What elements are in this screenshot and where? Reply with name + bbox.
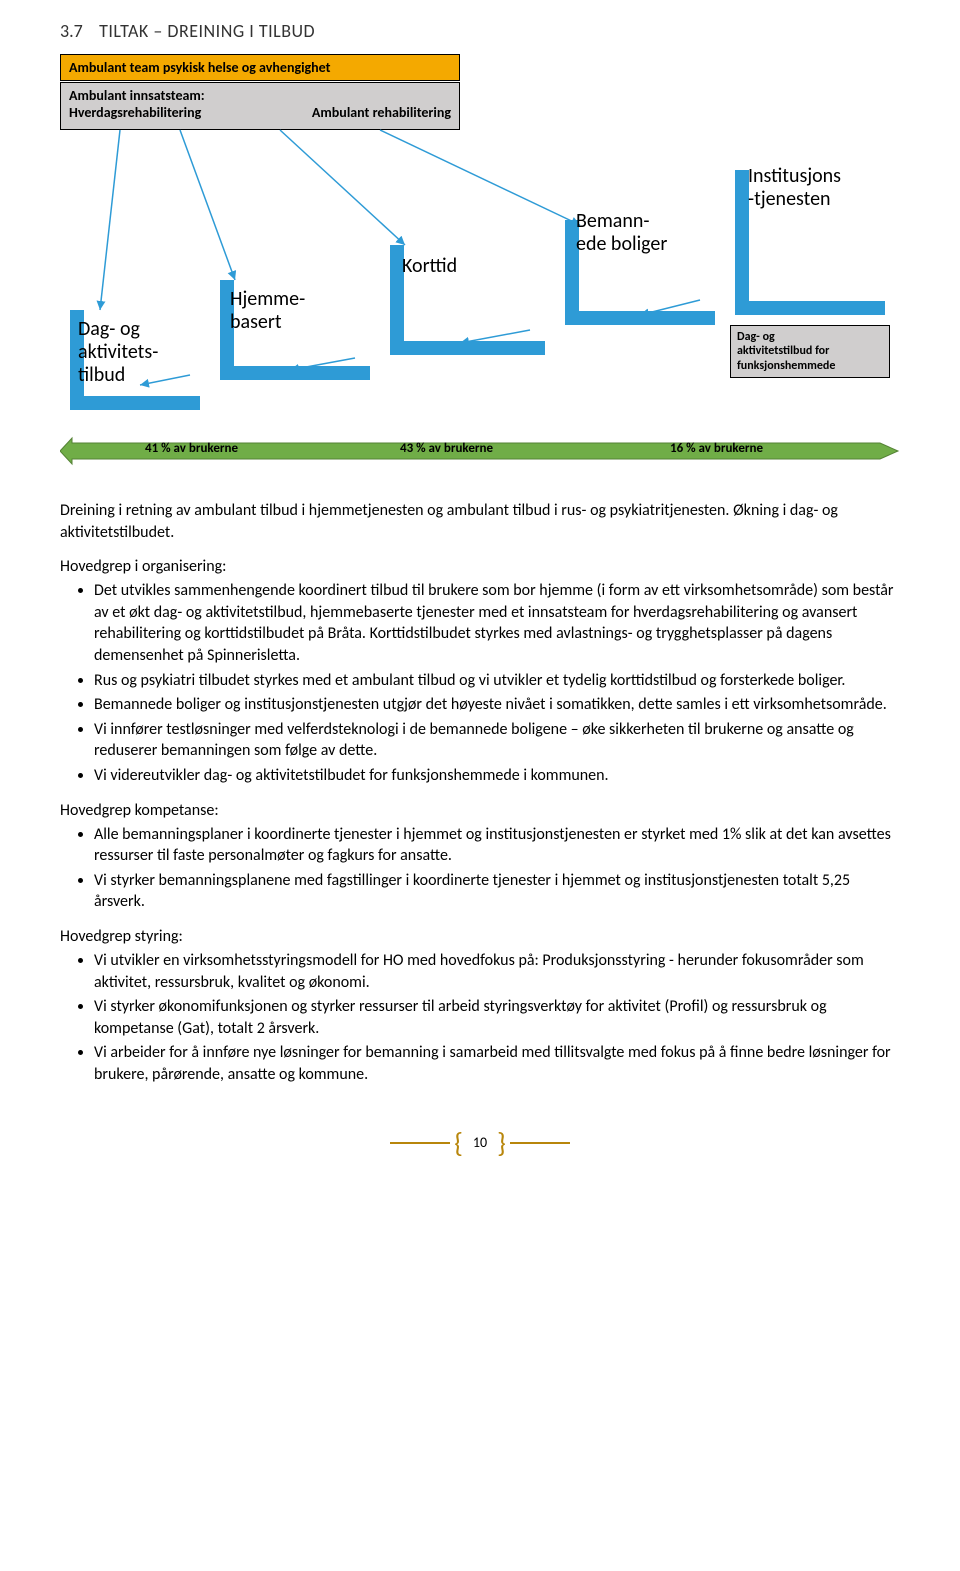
styr-heading: Hovedgrep styring: xyxy=(60,927,900,946)
page-number: 10 xyxy=(467,1134,493,1151)
org-item: Det utvikles sammenhengende koordinert t… xyxy=(94,580,900,666)
org-item: Rus og psykiatri tilbudet styrkes med et… xyxy=(94,670,900,692)
brace-left-icon: { xyxy=(454,1125,463,1160)
node-dag: Dag- og aktivitets- tilbud xyxy=(78,318,158,387)
node-hjemme: Hjemme- basert xyxy=(230,288,305,334)
org-item: Bemannede boliger og institusjonstjenest… xyxy=(94,694,900,716)
org-list: Det utvikles sammenhengende koordinert t… xyxy=(94,580,900,786)
node-inst: Institusjons -tjenesten xyxy=(748,165,841,211)
node-korttid: Korttid xyxy=(402,255,457,278)
komp-item: Alle bemanningsplaner i koordinerte tjen… xyxy=(94,824,900,867)
section-heading: 3.7 TILTAK – DREINING I TILBUD xyxy=(60,20,900,42)
org-heading: Hovedgrep i organisering: xyxy=(60,557,900,576)
page-number-wrap: { 10 } xyxy=(60,1125,900,1160)
node-bemann: Bemann- ede boliger xyxy=(576,210,667,256)
org-item: Vi videreutvikler dag- og aktivitetstilb… xyxy=(94,765,900,787)
styr-item: Vi styrker økonomifunksjonen og styrker … xyxy=(94,996,900,1039)
green-arrow-bar: 41 % av brukerne 43 % av brukerne 16 % a… xyxy=(60,435,900,467)
komp-heading: Hovedgrep kompetanse: xyxy=(60,801,900,820)
bar-label-0: 41 % av brukerne xyxy=(145,441,238,456)
styr-list: Vi utvikler en virksomhetsstyringsmodell… xyxy=(94,950,900,1086)
section-number: 3.7 xyxy=(60,20,83,42)
pagenum-line-right xyxy=(510,1142,570,1144)
brace-right-icon: } xyxy=(497,1125,506,1160)
komp-list: Alle bemanningsplaner i koordinerte tjen… xyxy=(94,824,900,913)
styr-item: Vi arbeider for å innføre nye løsninger … xyxy=(94,1042,900,1085)
bar-label-1: 43 % av brukerne xyxy=(400,441,493,456)
pagenum-line-left xyxy=(390,1142,450,1144)
komp-item: Vi styrker bemanningsplanene med fagstil… xyxy=(94,870,900,913)
bar-label-2: 16 % av brukerne xyxy=(670,441,763,456)
styr-item: Vi utvikler en virksomhetsstyringsmodell… xyxy=(94,950,900,993)
small-gray-box: Dag- og aktivitetstilbud for funksjonshe… xyxy=(730,325,890,378)
org-item: Vi innfører testløsninger med velferdste… xyxy=(94,719,900,762)
intro-paragraph: Dreining i retning av ambulant tilbud i … xyxy=(60,500,900,543)
diagram-container: Ambulant team psykisk helse og avhengigh… xyxy=(60,50,900,480)
section-title: TILTAK – DREINING I TILBUD xyxy=(99,20,315,42)
